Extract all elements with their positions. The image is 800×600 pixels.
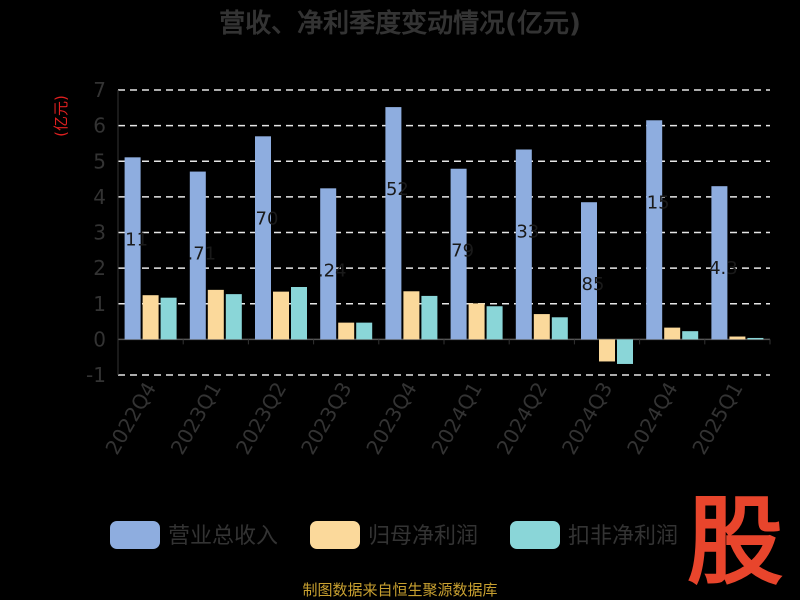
- legend-item[interactable]: 归母净利润: [310, 521, 478, 549]
- x-tick-label: 2025Q1: [687, 378, 747, 459]
- bar-0: [581, 202, 597, 340]
- legend-swatch: [510, 521, 560, 549]
- x-axis-ticks: 2022Q4 2023Q1 2023Q2 2023Q3 2023Q4 2024Q1 2024…: [100, 339, 771, 459]
- bar-1: [533, 314, 550, 340]
- bar-1: [664, 327, 681, 340]
- data-label: .71: [187, 244, 216, 265]
- y-tick-label: -1: [86, 363, 106, 387]
- data-label: 52: [386, 179, 409, 200]
- y-axis-ticks: -1 0 1 2 3 4 5 6 7: [86, 78, 106, 387]
- y-tick-label: 5: [93, 149, 106, 173]
- bar-1: [338, 322, 355, 340]
- bar-0: [515, 149, 532, 340]
- legend[interactable]: 营业总收入 归母净利润 扣非净利润: [110, 521, 678, 549]
- data-label: 85: [582, 274, 605, 295]
- legend-swatch: [310, 521, 360, 549]
- x-tick-label: 2024Q3: [557, 378, 617, 459]
- y-axis-unit-label: (亿元): [52, 95, 70, 137]
- bar-0: [646, 120, 663, 340]
- data-label: 79: [451, 241, 474, 262]
- legend-label: 营业总收入: [168, 524, 278, 549]
- data-label: 4.3: [709, 258, 738, 279]
- legend-label: 归母净利润: [368, 524, 478, 549]
- bar-2: [421, 295, 438, 340]
- bar-2: [160, 297, 177, 340]
- legend-swatch: [110, 521, 160, 549]
- bar-1: [729, 336, 746, 340]
- chart-title: 营收、净利季度变动情况(亿元): [219, 8, 581, 39]
- x-tick-label: 2023Q1: [166, 378, 226, 459]
- data-labels: 11 .71 70 .24 52 79 33 85 15 4.3: [125, 179, 738, 295]
- x-tick-label: 2024Q2: [492, 378, 552, 459]
- bar-0: [711, 186, 728, 340]
- bar-1: [142, 295, 159, 340]
- bar-1: [273, 291, 289, 340]
- y-tick-label: 6: [93, 114, 106, 138]
- bar-0: [189, 171, 206, 340]
- logo: 股: [687, 486, 783, 598]
- bar-0: [385, 107, 402, 340]
- bar-1: [207, 289, 224, 340]
- x-tick-label: 2023Q2: [231, 378, 291, 459]
- bar-2: [682, 331, 699, 340]
- y-tick-label: 2: [93, 256, 106, 280]
- data-label: 11: [125, 229, 148, 250]
- source-note: 制图数据来自恒生聚源数据库: [302, 581, 497, 599]
- bar-2: [486, 306, 503, 340]
- bar-0: [124, 157, 141, 340]
- bar-2: [356, 322, 373, 340]
- bar-1: [468, 303, 485, 340]
- y-tick-label: 1: [93, 292, 106, 316]
- bar-2: [617, 339, 633, 364]
- data-label: 70: [256, 208, 279, 229]
- legend-item[interactable]: 扣非净利润: [510, 521, 678, 549]
- y-tick-label: 4: [93, 185, 106, 209]
- y-tick-label: 7: [93, 78, 106, 102]
- x-tick-label: 2024Q4: [622, 378, 682, 459]
- bar-2: [225, 294, 242, 340]
- bar-2: [747, 337, 764, 340]
- bar-1: [403, 291, 420, 340]
- legend-label: 扣非净利润: [568, 524, 678, 549]
- bar-2: [291, 287, 307, 340]
- bar-0: [450, 168, 467, 340]
- x-tick-label: 2023Q3: [296, 378, 356, 459]
- bar-0: [320, 188, 337, 340]
- bars: [124, 107, 764, 364]
- x-tick-label: 2023Q4: [361, 378, 421, 459]
- bar-1: [599, 339, 615, 362]
- data-label: .24: [318, 260, 347, 281]
- x-tick-label: 2022Q4: [100, 378, 160, 459]
- bar-0: [255, 136, 271, 340]
- data-label: 33: [516, 221, 539, 242]
- x-tick-label: 2024Q1: [426, 378, 486, 459]
- y-tick-label: 3: [93, 221, 106, 245]
- y-tick-label: 0: [93, 327, 106, 351]
- data-label: 15: [647, 192, 670, 213]
- bar-2: [551, 317, 568, 340]
- legend-item[interactable]: 营业总收入: [110, 521, 278, 549]
